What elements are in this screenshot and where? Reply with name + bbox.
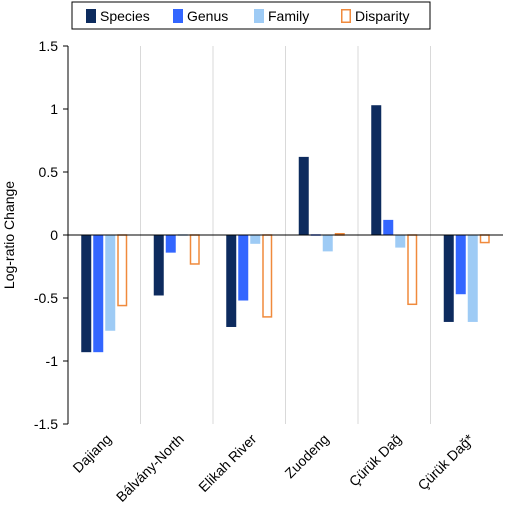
y-tick-label: -1 <box>46 353 59 369</box>
y-tick-label: 1.5 <box>39 38 59 54</box>
x-category-label: Çürük Dağ <box>346 431 405 490</box>
y-tick-label: 0.5 <box>39 164 59 180</box>
legend-label: Species <box>100 8 150 24</box>
bar-genus <box>383 219 394 235</box>
bar-genus <box>238 235 249 301</box>
x-category-label: Zuodeng <box>281 431 331 481</box>
legend-label: Genus <box>187 8 228 24</box>
legend-label: Family <box>268 8 309 24</box>
y-tick-label: -1.5 <box>34 416 58 432</box>
bar-disparity <box>407 234 418 306</box>
legend-swatch <box>86 9 96 23</box>
legend-label: Disparity <box>355 8 409 24</box>
bar-species <box>443 235 454 322</box>
bar-genus <box>93 235 104 353</box>
bar-species <box>298 156 309 235</box>
bar-disparity <box>189 234 200 265</box>
y-tick-label: 1 <box>50 101 58 117</box>
bar-species <box>153 235 164 296</box>
y-axis-title: Log-ratio Change <box>1 181 17 289</box>
legend-swatch <box>341 9 351 23</box>
bar-family <box>322 235 333 252</box>
x-category-label: Çürük Dağ* <box>414 430 477 493</box>
legend-swatch <box>254 9 264 23</box>
bar-genus <box>455 235 466 295</box>
legend-box <box>71 1 431 30</box>
x-category-label: Dajiang <box>69 431 114 476</box>
bar-species <box>81 235 92 353</box>
bar-genus <box>165 235 176 253</box>
bar-family <box>250 235 261 244</box>
bar-disparity <box>262 234 273 318</box>
bar-family <box>105 235 116 331</box>
x-category-label: Elikah River <box>195 431 259 495</box>
y-tick-label: 0 <box>50 227 58 243</box>
bar-disparity <box>117 234 128 307</box>
legend-swatch <box>173 9 183 23</box>
y-axis: 1.5 1 0.5 0 -0.5 -1 -1.5 <box>34 38 69 432</box>
bar-family <box>395 235 406 248</box>
legend: Species Genus Family Disparity <box>71 1 431 30</box>
bar-family <box>467 235 478 322</box>
bars <box>81 105 490 353</box>
bar-species <box>371 105 382 235</box>
x-category-label: Bálvány-North <box>113 431 187 505</box>
y-tick-label: -0.5 <box>34 290 58 306</box>
bar-disparity <box>479 234 490 244</box>
bar-species <box>226 235 237 327</box>
